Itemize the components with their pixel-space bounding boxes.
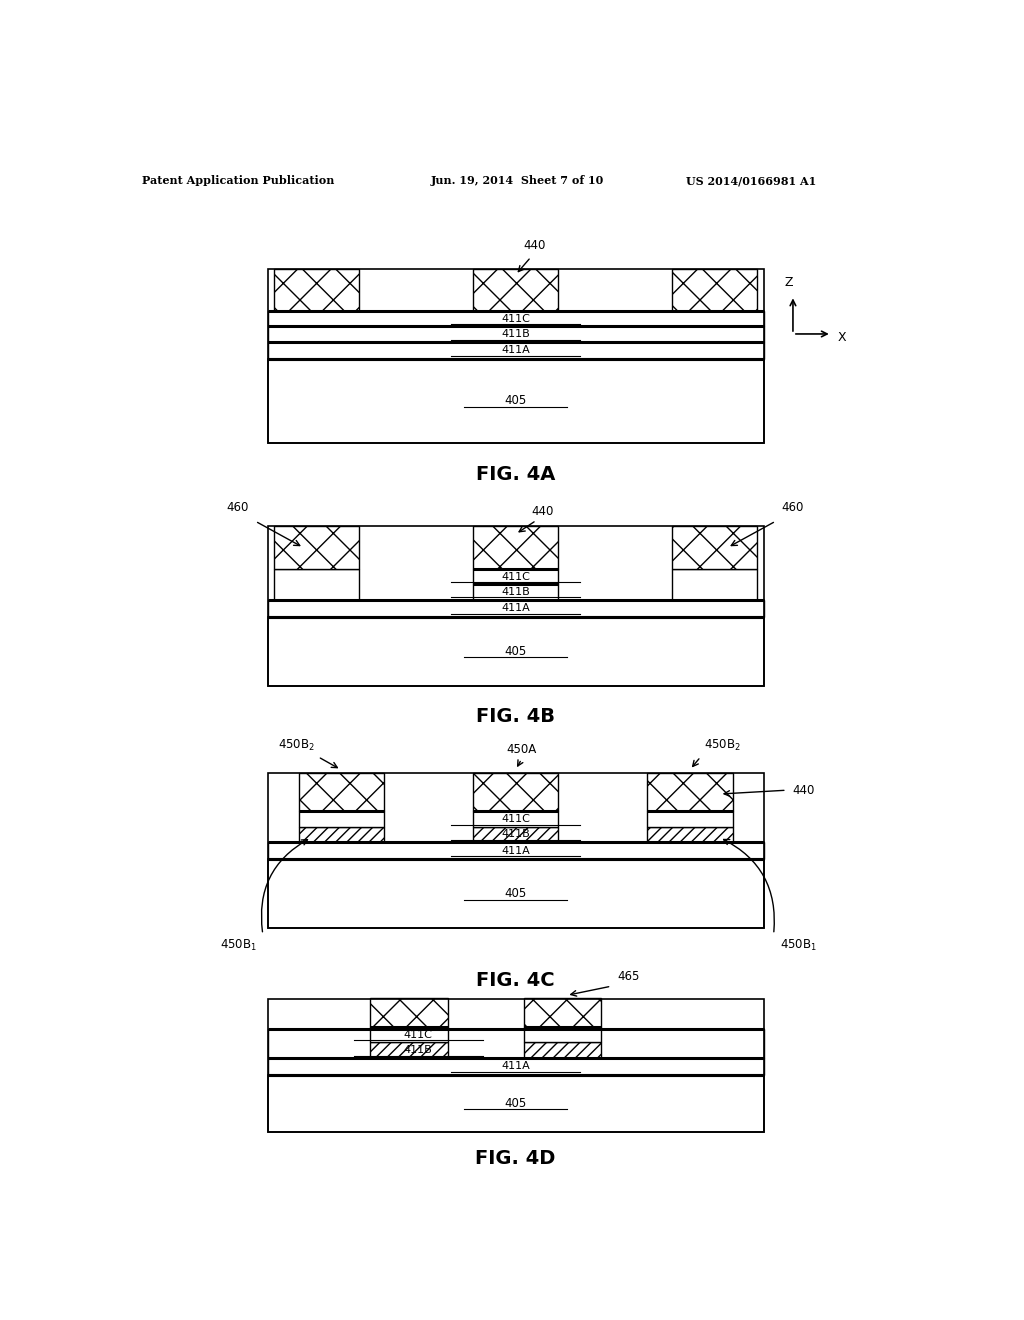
Bar [473, 826, 558, 842]
Bar [370, 998, 447, 1027]
Bar [524, 1027, 601, 1043]
Text: 411B: 411B [501, 587, 529, 597]
Bar [273, 527, 359, 569]
Text: 450B$_2$: 450B$_2$ [278, 738, 314, 754]
Bar [267, 312, 764, 326]
Text: 411A: 411A [501, 846, 529, 855]
Bar [524, 998, 601, 1027]
Bar [267, 1074, 764, 1133]
Bar [299, 812, 384, 826]
Text: 450B$_1$: 450B$_1$ [780, 937, 817, 953]
Text: FIG. 4A: FIG. 4A [476, 465, 555, 484]
Text: 411A: 411A [501, 603, 529, 612]
Bar [267, 774, 764, 928]
Text: FIG. 4C: FIG. 4C [476, 970, 555, 990]
Bar [473, 527, 558, 569]
Text: US 2014/0166981 A1: US 2014/0166981 A1 [686, 176, 816, 186]
Text: 411C: 411C [501, 814, 530, 824]
Bar [267, 842, 764, 859]
Bar [267, 599, 764, 616]
Bar [267, 1028, 764, 1057]
Bar [370, 1027, 447, 1043]
Bar [473, 812, 558, 826]
Bar [473, 774, 558, 812]
Text: 450B$_1$: 450B$_1$ [219, 937, 257, 953]
Bar [267, 1057, 764, 1074]
Text: 411B: 411B [403, 1045, 432, 1055]
Text: 440: 440 [531, 504, 554, 517]
Text: Patent Application Publication: Patent Application Publication [142, 176, 334, 186]
Bar [299, 774, 384, 812]
Text: 440: 440 [523, 239, 546, 252]
Bar [267, 326, 764, 342]
Text: 450B$_2$: 450B$_2$ [703, 738, 741, 754]
Text: 411C: 411C [501, 314, 530, 323]
Text: 411C: 411C [501, 572, 530, 582]
Bar [647, 812, 732, 826]
Bar [267, 527, 764, 686]
Text: 411A: 411A [501, 345, 529, 355]
Text: 411A: 411A [501, 1061, 529, 1072]
Text: FIG. 4D: FIG. 4D [475, 1150, 556, 1168]
Bar [473, 585, 558, 599]
Text: 450A: 450A [507, 743, 537, 756]
Bar [672, 569, 758, 599]
Text: 460: 460 [781, 500, 804, 513]
Text: 405: 405 [505, 1097, 526, 1110]
Bar [473, 268, 558, 312]
Bar [267, 342, 764, 359]
Bar [647, 826, 732, 842]
Text: FIG. 4B: FIG. 4B [476, 708, 555, 726]
Text: 405: 405 [505, 395, 526, 408]
Text: X: X [838, 331, 847, 345]
Text: 465: 465 [617, 970, 640, 982]
Bar [524, 1043, 601, 1057]
Bar [267, 999, 764, 1133]
Bar [299, 826, 384, 842]
Bar [672, 527, 758, 569]
Text: 440: 440 [793, 784, 815, 797]
Bar [647, 774, 732, 812]
Bar [370, 1043, 447, 1057]
Text: 411B: 411B [501, 329, 529, 339]
Text: 405: 405 [505, 887, 526, 900]
Bar [267, 359, 764, 444]
Bar [672, 268, 758, 312]
Bar [267, 268, 764, 444]
Text: Jun. 19, 2014  Sheet 7 of 10: Jun. 19, 2014 Sheet 7 of 10 [430, 176, 603, 186]
Bar [273, 569, 359, 599]
Text: 411C: 411C [403, 1030, 432, 1040]
Bar [473, 569, 558, 585]
Text: 460: 460 [227, 500, 249, 513]
Text: 411B: 411B [501, 829, 529, 840]
Bar [273, 268, 359, 312]
Bar [267, 859, 764, 928]
Bar [267, 616, 764, 686]
Text: Z: Z [784, 276, 794, 289]
Text: 405: 405 [505, 644, 526, 657]
